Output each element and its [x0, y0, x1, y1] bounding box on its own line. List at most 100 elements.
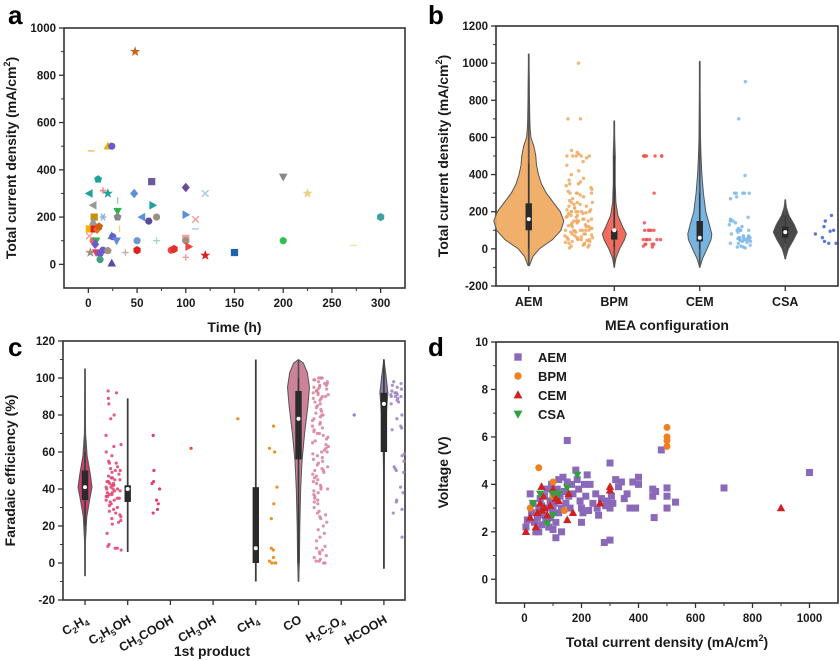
data-point: [112, 237, 121, 246]
data-point-aem: [672, 498, 680, 506]
data-point: [743, 246, 747, 250]
data-point: [318, 535, 322, 539]
data-point: [736, 241, 741, 245]
legend-marker-cem: [513, 390, 523, 399]
data-point: [655, 237, 659, 242]
y-tick-label: 10: [475, 337, 488, 349]
data-point: [324, 437, 329, 441]
y-tick-label: 6: [482, 432, 488, 444]
data-point: [310, 418, 315, 423]
data-point: [572, 206, 577, 210]
data-point: [400, 413, 404, 417]
data-point-csa: [554, 490, 563, 499]
data-point: [574, 215, 578, 219]
data-point: [316, 528, 320, 532]
data-point: [584, 224, 588, 229]
legend-marker-csa: [513, 410, 523, 419]
data-point-cem: [531, 522, 541, 531]
data-point: [566, 237, 570, 242]
y-tick-label: 0: [482, 244, 488, 256]
data-point: [185, 242, 194, 251]
data-point: [313, 496, 317, 500]
data-point: [401, 470, 406, 474]
data-point: [576, 182, 581, 186]
data-point: [320, 548, 324, 552]
data-point: [118, 468, 122, 473]
data-point: [590, 187, 594, 192]
data-point: [565, 163, 569, 167]
data-point: [743, 173, 747, 178]
data-point: [325, 487, 330, 491]
data-point: [104, 433, 108, 437]
data-point-aem: [663, 504, 671, 512]
data-point: [325, 520, 329, 524]
data-point: [109, 485, 113, 489]
data-point-aem: [563, 436, 571, 444]
data-point: [567, 204, 571, 208]
data-point: [569, 148, 574, 153]
data-point: [275, 485, 279, 489]
data-point: [569, 210, 574, 214]
y-tick-label: 0: [50, 259, 56, 271]
y-tick-label: 0: [482, 574, 488, 586]
data-point: [273, 450, 277, 454]
data-point: [583, 232, 588, 236]
violin-cem-median-marker: [697, 235, 702, 240]
data-point-bpm: [663, 436, 671, 444]
data-point: [740, 224, 744, 229]
data-point: [106, 544, 110, 548]
data-point: [728, 197, 733, 201]
data-point: [107, 504, 112, 508]
y-axis-title-main: Total current density (mA/cm: [435, 65, 451, 258]
data-point-csa: [563, 484, 572, 493]
data-point: [567, 182, 572, 186]
data-point: [311, 472, 315, 476]
data-point: [269, 517, 273, 521]
data-point: [318, 402, 322, 406]
data-point: [393, 394, 397, 399]
data-point: [279, 237, 287, 245]
data-point: [311, 457, 316, 461]
data-point-bpm: [560, 506, 568, 514]
y-tick-label: 4: [482, 479, 489, 491]
data-point: [152, 213, 161, 221]
data-point: [114, 511, 118, 515]
data-point: [390, 389, 394, 393]
data-point: [587, 228, 591, 232]
data-point: [822, 239, 827, 244]
data-point: [577, 152, 581, 156]
x-tick-label: 200: [274, 298, 293, 310]
y-tick-label: 800: [469, 95, 488, 107]
data-point: [314, 546, 319, 550]
data-point: [104, 450, 108, 454]
legend-label: AEM: [538, 350, 567, 365]
data-point: [321, 433, 325, 437]
subscript: 4: [253, 618, 262, 629]
data-point-cem: [595, 498, 605, 507]
data-point: [389, 394, 393, 399]
data-point: [312, 505, 316, 510]
data-point: [106, 474, 111, 478]
data-point: [658, 237, 663, 242]
data-point: [567, 246, 572, 250]
data-point: [570, 224, 575, 229]
data-point: [316, 380, 321, 384]
data-point: [149, 200, 158, 210]
data-point: [587, 154, 592, 158]
data-point: [590, 200, 595, 205]
data-point: [151, 433, 155, 437]
data-point: [728, 241, 733, 245]
data-point: [569, 213, 573, 218]
data-point: [748, 239, 753, 244]
x-category-label: BPM: [600, 295, 628, 309]
data-point: [646, 228, 651, 232]
data-point: [729, 232, 734, 236]
data-point-aem: [592, 490, 600, 498]
y-axis-title-sup: 2: [2, 61, 12, 66]
label-part: CO: [281, 612, 304, 634]
data-point-cem: [564, 489, 573, 498]
data-point: [402, 459, 406, 463]
data-point: [312, 500, 316, 504]
data-point: [578, 193, 582, 197]
data-point: [352, 413, 356, 417]
